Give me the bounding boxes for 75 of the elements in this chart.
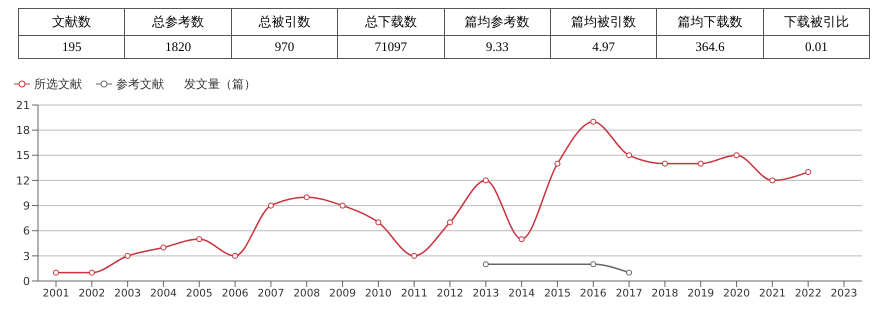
point bbox=[626, 270, 632, 276]
point bbox=[268, 202, 274, 209]
y-tick-label: 9 bbox=[23, 199, 30, 212]
point bbox=[53, 270, 59, 276]
category-label: 总下载数 bbox=[338, 8, 444, 36]
point bbox=[124, 252, 131, 259]
x-tick-label: 2016 bbox=[580, 287, 607, 300]
y-tick-label: 15 bbox=[16, 149, 30, 162]
x-tick-label: 2010 bbox=[364, 287, 392, 300]
data-label: 970 bbox=[231, 36, 338, 58]
x-tick-label: 2011 bbox=[400, 287, 428, 300]
point bbox=[232, 252, 238, 259]
point bbox=[88, 270, 95, 276]
category-label: 篇均下载数 bbox=[656, 8, 764, 36]
x-tick-label: 2002 bbox=[78, 287, 106, 300]
point bbox=[734, 152, 740, 158]
x-tick-label: 2001 bbox=[42, 287, 70, 300]
y-tick-label: 18 bbox=[16, 124, 30, 138]
data-label: 1820 bbox=[124, 36, 232, 58]
y-axis-title: 发文量（篇） bbox=[184, 76, 256, 92]
point bbox=[482, 177, 489, 184]
x-tick-label: 2015 bbox=[544, 287, 571, 300]
data-label: 0.01 bbox=[763, 36, 870, 58]
point bbox=[447, 219, 453, 226]
y-tick-label: 12 bbox=[16, 174, 30, 188]
point bbox=[554, 160, 560, 167]
x-tick-label: 2012 bbox=[436, 287, 464, 300]
y-tick-label: 3 bbox=[23, 250, 30, 263]
data-label: 9.33 bbox=[444, 36, 550, 58]
category-label: 总参考数 bbox=[124, 8, 232, 36]
x-tick-label: 2004 bbox=[150, 287, 178, 300]
data-label: 4.97 bbox=[550, 36, 657, 58]
point bbox=[769, 177, 776, 184]
x-tick-label: 2018 bbox=[652, 287, 678, 300]
x-tick-label: 2013 bbox=[472, 287, 500, 300]
x-tick-label: 2019 bbox=[687, 287, 714, 300]
point bbox=[196, 236, 202, 242]
data-label: 364.6 bbox=[656, 36, 764, 58]
x-tick-label: 2009 bbox=[329, 287, 356, 300]
point bbox=[590, 261, 596, 268]
point bbox=[375, 219, 382, 226]
legend-label: 参考文献 bbox=[116, 76, 164, 92]
point bbox=[482, 261, 489, 268]
point bbox=[698, 160, 704, 167]
point bbox=[626, 152, 632, 158]
category-label: 下载被引比 bbox=[763, 8, 870, 36]
x-tick-label: 2023 bbox=[830, 287, 858, 300]
point bbox=[411, 252, 418, 259]
category-label: 文献数 bbox=[18, 8, 125, 36]
point bbox=[590, 118, 596, 125]
x-tick-label: 2014 bbox=[508, 287, 536, 300]
category-label: 篇均被引数 bbox=[550, 8, 657, 36]
x-tick-label: 2006 bbox=[222, 287, 249, 300]
x-tick-label: 2020 bbox=[723, 287, 750, 300]
x-tick-label: 2003 bbox=[114, 287, 142, 300]
x-tick-label: 2005 bbox=[186, 287, 213, 300]
y-tick-label: 21 bbox=[16, 98, 30, 112]
x-tick-label: 2021 bbox=[758, 287, 786, 300]
x-tick-label: 2022 bbox=[794, 287, 822, 300]
category-label: 总被引数 bbox=[231, 8, 338, 36]
data-label: 195 bbox=[18, 36, 125, 58]
x-tick-label: 2008 bbox=[293, 287, 320, 300]
x-tick-label: 2017 bbox=[616, 287, 642, 300]
legend-label: 所选文献 bbox=[34, 76, 82, 92]
y-tick-label: 0 bbox=[23, 274, 30, 288]
point bbox=[662, 160, 668, 167]
data-label: 71097 bbox=[338, 36, 444, 58]
category-label: 篇均参考数 bbox=[444, 8, 550, 36]
x-tick-label: 2007 bbox=[258, 287, 284, 300]
point bbox=[160, 244, 166, 250]
point bbox=[518, 236, 525, 242]
point bbox=[805, 169, 812, 176]
y-tick-label: 6 bbox=[23, 224, 30, 238]
point bbox=[340, 202, 346, 209]
point bbox=[304, 194, 310, 200]
